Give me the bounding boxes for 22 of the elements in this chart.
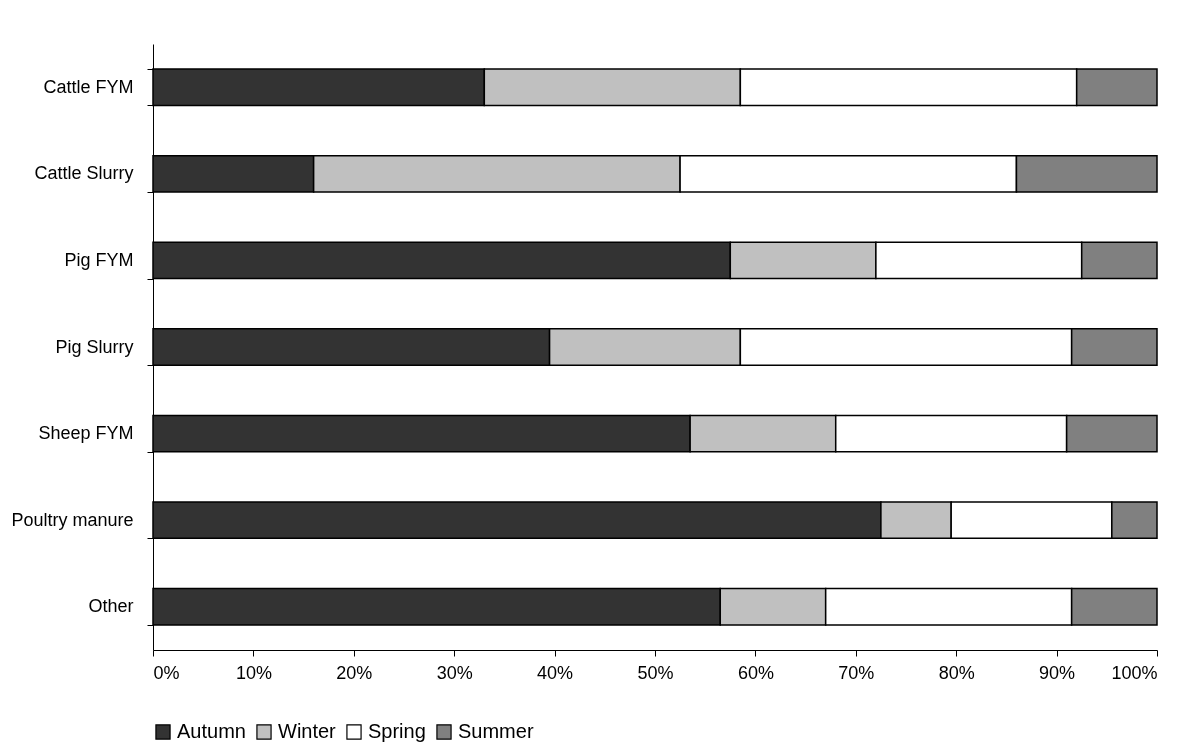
y-tick-label: Sheep FYM [38,423,134,444]
x-tick-label: 40% [537,662,574,683]
legend-label: Autumn [177,720,246,742]
x-tick-label: 90% [1039,662,1076,683]
y-tick-label: Cattle FYM [43,76,134,97]
y-tick-label: Other [88,596,134,617]
y-tick-label: Cattle Slurry [34,163,134,184]
legend-label: Winter [278,720,337,742]
x-tick-label: 50% [637,662,674,683]
x-tick-label: 30% [436,662,473,683]
legend-label: Summer [458,720,534,742]
x-tick-label: 80% [938,662,975,683]
x-tick-label: 10% [235,662,272,683]
x-tick-label: 20% [336,662,373,683]
x-tick-label: 0% [153,662,180,683]
y-tick-label: Poultry manure [11,509,134,530]
y-tick-label: Pig FYM [64,249,134,270]
x-tick-label: 60% [737,662,774,683]
legend-label: Spring [368,720,426,742]
y-tick-label: Pig Slurry [55,336,134,357]
x-tick-label: 100% [1111,662,1158,683]
x-tick-label: 70% [838,662,875,683]
